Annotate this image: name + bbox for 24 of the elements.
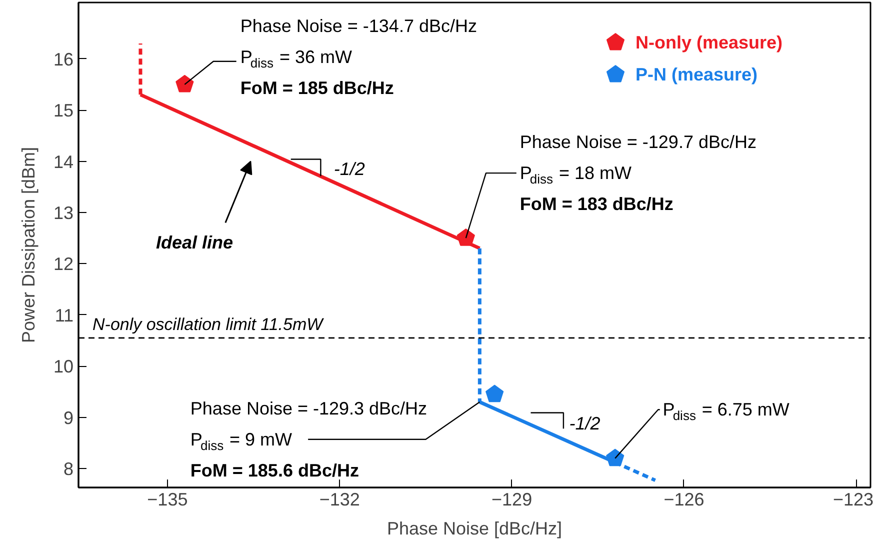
y-tick-label: 12 <box>53 254 74 274</box>
annotation: -1/2 <box>334 158 365 179</box>
y-tick-label: 8 <box>63 459 74 480</box>
x-tick-label: −129 <box>492 490 532 510</box>
y-tick-label: 15 <box>53 100 74 121</box>
x-axis-title: Phase Noise [dBc/Hz] <box>386 518 562 538</box>
y-tick-label: 16 <box>53 49 74 70</box>
x-tick-label: −135 <box>147 490 188 510</box>
x-tick-label: −126 <box>664 490 704 510</box>
y-tick-label: 9 <box>63 408 74 428</box>
legend-label: N-only (measure) <box>636 32 783 52</box>
y-tick-label: 11 <box>54 305 74 326</box>
legend-label: P-N (measure) <box>636 64 758 84</box>
y-tick-label: 10 <box>53 356 74 377</box>
y-tick-label: 13 <box>53 202 74 223</box>
annotation: Ideal line <box>156 232 234 253</box>
y-axis-title: Power Dissipation [dBm] <box>18 146 38 344</box>
x-tick-label: −123 <box>832 490 873 510</box>
annotation: -1/2 <box>569 413 600 434</box>
point <box>486 384 504 402</box>
y-tick-label: 14 <box>53 152 74 172</box>
point <box>176 74 194 92</box>
x-tick-label: −132 <box>319 490 360 510</box>
ref-line-label: N-only oscillation limit 11.5mW <box>92 314 325 334</box>
